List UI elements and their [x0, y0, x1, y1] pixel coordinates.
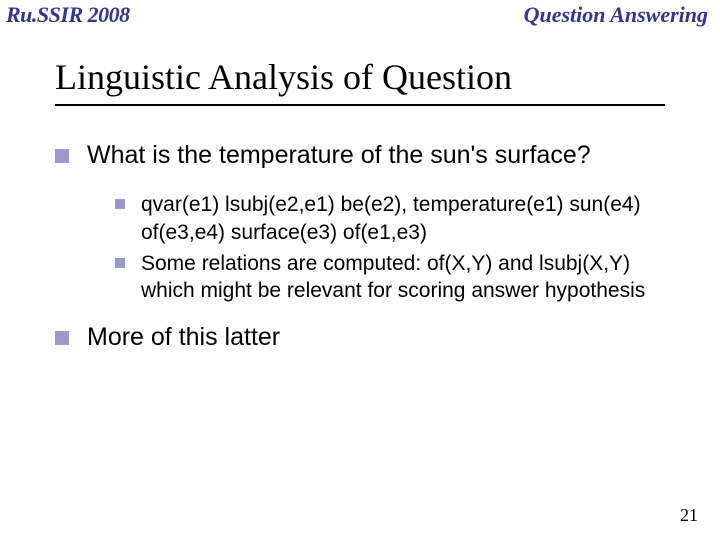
square-bullet-icon: [115, 199, 125, 209]
sub-bullet-2: Some relations are computed: of(X,Y) and…: [115, 250, 675, 305]
bullet-question: What is the temperature of the sun's sur…: [55, 140, 675, 171]
header-left: Ru.SSIR 2008: [6, 2, 130, 28]
page-number: 21: [680, 505, 698, 526]
title-underline: [55, 104, 665, 106]
bullet-more: More of this latter: [55, 322, 675, 353]
sub-bullet-text: Some relations are computed: of(X,Y) and…: [141, 250, 675, 305]
sub-bullets: qvar(e1) lsubj(e2,e1) be(e2), temperatur…: [115, 191, 675, 304]
square-bullet-icon: [115, 258, 125, 268]
sub-bullet-text: qvar(e1) lsubj(e2,e1) be(e2), temperatur…: [141, 191, 675, 246]
sub-bullet-1: qvar(e1) lsubj(e2,e1) be(e2), temperatur…: [115, 191, 675, 246]
square-bullet-icon: [55, 331, 69, 345]
bullet-text: What is the temperature of the sun's sur…: [87, 140, 591, 171]
square-bullet-icon: [55, 149, 69, 163]
header-right: Question Answering: [524, 2, 708, 28]
slide: Ru.SSIR 2008 Question Answering Linguist…: [0, 0, 720, 540]
body: What is the temperature of the sun's sur…: [55, 140, 675, 374]
bullet-text: More of this latter: [87, 322, 280, 353]
slide-title: Linguistic Analysis of Question: [55, 56, 512, 98]
